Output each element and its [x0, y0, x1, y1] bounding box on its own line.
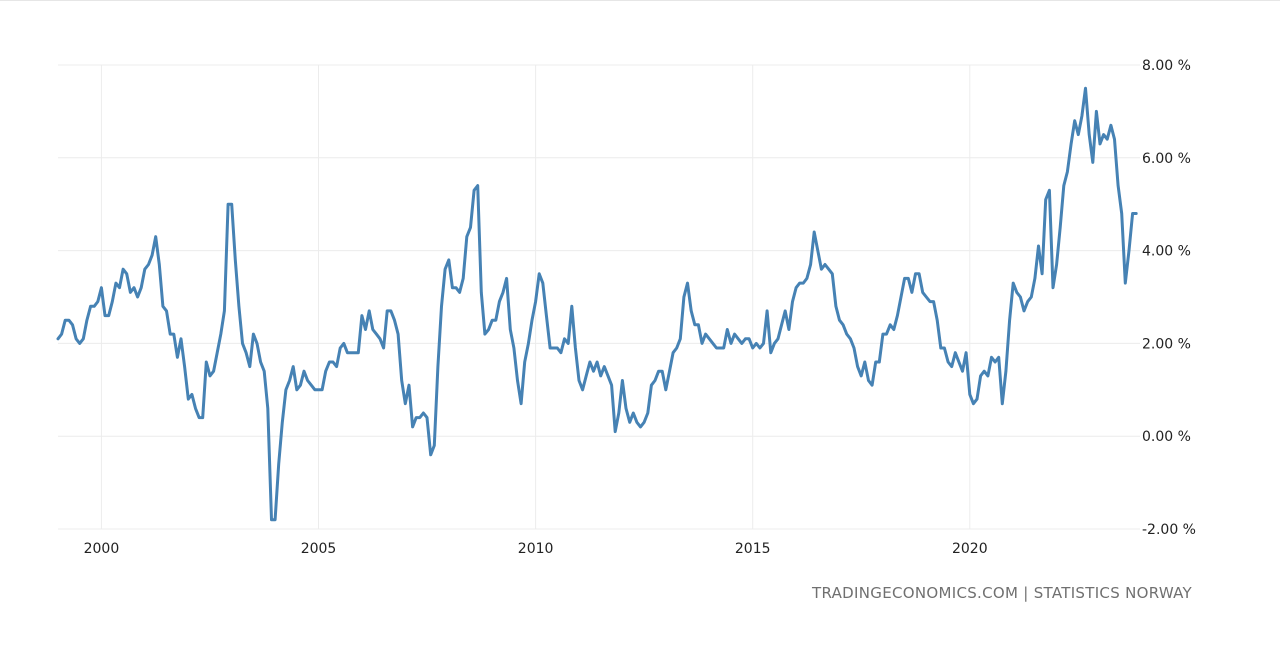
series-line: [56, 86, 1138, 522]
grid-layer: [58, 64, 1140, 530]
x-tick-label: 2015: [735, 541, 771, 557]
y-tick-label: -2.00 %: [1142, 522, 1196, 538]
x-tick-label: 2000: [84, 541, 120, 557]
y-tick-label: 4.00 %: [1142, 244, 1191, 260]
x-tick-label: 2005: [301, 541, 337, 557]
x-tick-label: 2010: [518, 541, 554, 557]
x-tick-label: 2020: [952, 541, 988, 557]
axis-layer: -2.00 % 0.00 % 2.00 % 4.00 % 6.00 % 8.00 % 200…: [84, 58, 1196, 557]
y-tick-label: 0.00 %: [1142, 429, 1191, 445]
y-tick-label: 2.00 %: [1142, 336, 1191, 352]
series-layer: [56, 86, 1138, 522]
top-divider: [0, 0, 1280, 1]
source-credit[interactable]: TRADINGECONOMICS.COM | STATISTICS NORWAY: [812, 584, 1192, 602]
y-tick-label: 8.00 %: [1142, 58, 1191, 74]
y-tick-label: 6.00 %: [1142, 151, 1191, 167]
